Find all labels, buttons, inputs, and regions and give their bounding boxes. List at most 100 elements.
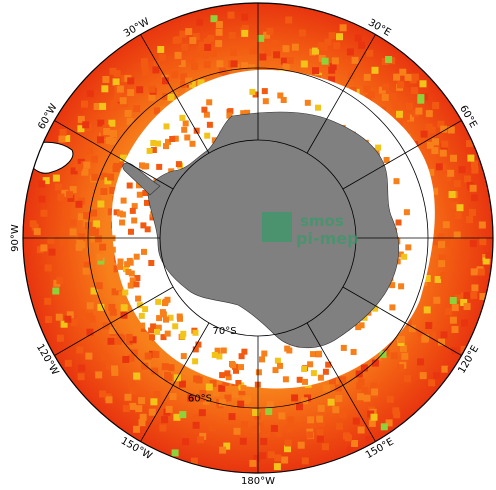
ice-edge-cell bbox=[117, 210, 123, 217]
data-cell bbox=[198, 409, 206, 417]
ice-edge-cell bbox=[136, 302, 143, 309]
data-cell bbox=[440, 272, 448, 280]
data-cell bbox=[169, 393, 177, 400]
data-cell bbox=[425, 110, 433, 118]
logo-line1: smos bbox=[300, 212, 344, 230]
data-cell bbox=[327, 398, 335, 406]
ice-edge-cell bbox=[393, 178, 400, 185]
data-cell bbox=[230, 60, 238, 68]
data-cell bbox=[461, 319, 468, 327]
ice-edge-cell bbox=[397, 251, 404, 258]
ice-edge-cell bbox=[316, 350, 322, 357]
data-cell bbox=[152, 66, 160, 74]
data-cell bbox=[82, 121, 90, 129]
data-cell bbox=[458, 166, 466, 174]
data-cell bbox=[441, 277, 449, 285]
data-cell bbox=[471, 284, 479, 292]
data-cell bbox=[106, 362, 114, 370]
ice-edge-cell bbox=[192, 329, 199, 336]
data-cell bbox=[218, 384, 226, 392]
data-cell bbox=[99, 390, 107, 398]
data-cell bbox=[363, 394, 371, 402]
ice-edge-cell bbox=[163, 143, 169, 150]
data-cell bbox=[193, 414, 201, 422]
ice-edge-cell bbox=[317, 374, 324, 381]
data-cell bbox=[106, 228, 114, 236]
data-cell bbox=[196, 18, 204, 26]
data-cell bbox=[126, 117, 134, 125]
data-cell bbox=[286, 56, 294, 64]
data-cell bbox=[205, 383, 213, 391]
ice-edge-cell bbox=[148, 260, 155, 266]
data-cell bbox=[374, 353, 382, 361]
ice-edge-cell bbox=[214, 347, 221, 354]
ice-edge-cell bbox=[120, 197, 127, 204]
data-cell bbox=[108, 327, 116, 334]
data-cell bbox=[417, 358, 425, 366]
data-cell bbox=[111, 368, 119, 376]
data-cell bbox=[218, 67, 226, 75]
data-cell bbox=[86, 90, 94, 98]
data-cell bbox=[463, 303, 471, 310]
data-cell bbox=[202, 397, 210, 405]
data-cell bbox=[77, 373, 85, 381]
data-cell bbox=[371, 66, 379, 74]
ice-edge-cell bbox=[310, 370, 317, 377]
data-cell bbox=[274, 454, 282, 462]
data-cell bbox=[62, 208, 70, 216]
data-cell bbox=[42, 177, 50, 185]
data-cell bbox=[103, 128, 111, 135]
data-cell bbox=[97, 257, 105, 265]
data-cell bbox=[124, 110, 132, 117]
data-cell bbox=[52, 287, 60, 295]
data-cell bbox=[83, 261, 91, 269]
ice-edge-cell bbox=[180, 330, 187, 337]
data-cell bbox=[453, 180, 461, 188]
data-cell bbox=[222, 378, 230, 386]
ice-edge-cell bbox=[154, 328, 161, 335]
data-cell bbox=[171, 449, 179, 457]
data-cell bbox=[264, 48, 271, 56]
data-cell bbox=[181, 43, 189, 51]
data-cell bbox=[440, 125, 448, 133]
data-cell bbox=[471, 160, 478, 168]
data-cell bbox=[442, 221, 450, 229]
data-cell bbox=[438, 241, 445, 249]
data-cell bbox=[165, 405, 173, 413]
data-cell bbox=[119, 161, 127, 169]
data-cell bbox=[301, 397, 308, 405]
data-cell bbox=[78, 233, 86, 241]
data-cell bbox=[187, 394, 195, 402]
data-cell bbox=[127, 89, 135, 97]
ice-edge-cell bbox=[139, 322, 146, 329]
data-cell bbox=[469, 240, 477, 248]
ice-edge-cell bbox=[206, 99, 213, 106]
ice-edge-cell bbox=[143, 163, 150, 170]
data-cell bbox=[460, 299, 468, 306]
ice-edge-cell bbox=[227, 108, 234, 115]
data-cell bbox=[291, 394, 299, 402]
data-cell bbox=[122, 405, 130, 413]
data-cell bbox=[433, 372, 441, 380]
data-cell bbox=[324, 38, 332, 46]
data-cell bbox=[407, 114, 415, 122]
data-cell bbox=[440, 331, 448, 339]
ice-edge-cell bbox=[184, 134, 191, 141]
ice-edge-cell bbox=[274, 357, 281, 364]
ice-edge-cell bbox=[235, 380, 242, 386]
data-cell bbox=[323, 384, 331, 392]
ice-edge-cell bbox=[172, 323, 179, 330]
data-cell bbox=[368, 419, 376, 427]
data-cell bbox=[284, 445, 291, 453]
ice-edge-cell bbox=[129, 207, 136, 214]
data-cell bbox=[153, 107, 161, 115]
data-cell bbox=[180, 80, 188, 88]
data-cell bbox=[209, 50, 217, 58]
ice-edge-cell bbox=[403, 209, 410, 216]
data-cell bbox=[270, 424, 278, 432]
data-cell bbox=[432, 102, 440, 109]
data-cell bbox=[432, 138, 439, 146]
data-cell bbox=[136, 86, 144, 94]
data-cell bbox=[307, 416, 315, 424]
data-cell bbox=[64, 315, 72, 323]
